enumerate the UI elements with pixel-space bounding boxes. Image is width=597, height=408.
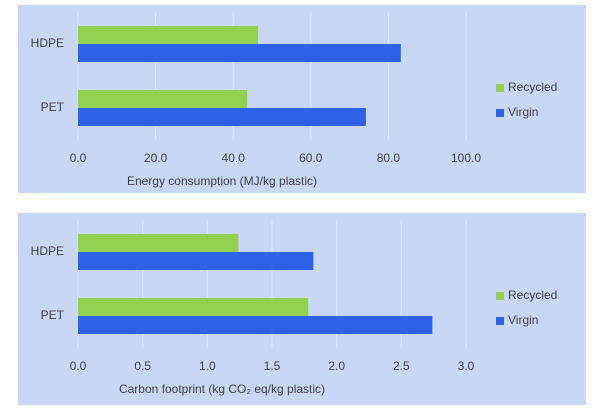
- bar: [78, 26, 259, 44]
- bar: [78, 108, 366, 126]
- bar: [78, 234, 239, 252]
- legend-swatch: [496, 84, 504, 92]
- bar: [78, 298, 309, 316]
- bar: [78, 252, 314, 270]
- x-tick-label: 3.0: [458, 359, 475, 373]
- x-axis-title: Carbon footprint (kg CO₂ eq/kg plastic): [119, 382, 325, 396]
- y-tick-label: PET: [41, 100, 65, 114]
- legend-label: Virgin: [508, 313, 538, 327]
- y-tick-label: HDPE: [31, 244, 64, 258]
- x-tick-label: 20.0: [144, 151, 168, 165]
- y-tick-label: PET: [41, 308, 65, 322]
- x-tick-label: 2.0: [328, 359, 345, 373]
- bar: [78, 316, 433, 334]
- x-tick-label: 0.5: [134, 359, 151, 373]
- x-tick-label: 80.0: [377, 151, 401, 165]
- bar: [78, 44, 401, 62]
- x-tick-label: 0.0: [70, 151, 87, 165]
- x-tick-label: 2.5: [393, 359, 410, 373]
- bar: [78, 90, 248, 108]
- x-tick-label: 0.0: [70, 359, 87, 373]
- legend-label: Recycled: [508, 288, 557, 302]
- legend-label: Virgin: [508, 105, 538, 119]
- legend-swatch: [496, 317, 504, 325]
- x-tick-label: 40.0: [222, 151, 246, 165]
- x-tick-label: 1.5: [264, 359, 281, 373]
- x-tick-label: 1.0: [199, 359, 216, 373]
- legend-swatch: [496, 109, 504, 117]
- legend-swatch: [496, 292, 504, 300]
- legend-label: Recycled: [508, 80, 557, 94]
- x-tick-label: 60.0: [299, 151, 323, 165]
- y-tick-label: HDPE: [31, 36, 64, 50]
- x-tick-label: 100.0: [451, 151, 481, 165]
- x-axis-title: Energy consumption (MJ/kg plastic): [127, 174, 317, 188]
